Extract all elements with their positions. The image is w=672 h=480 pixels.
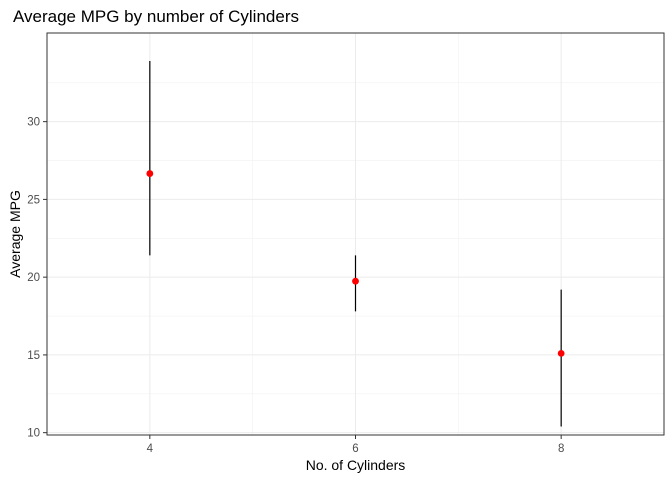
y-tick-label: 10 (27, 428, 40, 440)
data-points (146, 170, 565, 357)
x-tick-label: 4 (147, 443, 154, 455)
data-point (146, 170, 154, 177)
data-point (352, 277, 359, 285)
y-tick-label: 20 (27, 272, 40, 284)
x-axis-title: No. of Cylinders (306, 457, 406, 473)
y-tick-label: 25 (27, 194, 40, 206)
chart-title: Average MPG by number of Cylinders (13, 7, 299, 26)
y-tick-label: 30 (27, 117, 40, 129)
x-tick-label: 8 (558, 443, 564, 455)
y-tick-label: 15 (27, 350, 40, 362)
axis-ticks: 4 6 8 10 15 20 25 30 (27, 117, 564, 455)
x-tick-label: 6 (352, 443, 358, 455)
data-point (557, 349, 565, 357)
grid-lines (47, 33, 664, 435)
y-axis-title: Average MPG (7, 190, 23, 278)
